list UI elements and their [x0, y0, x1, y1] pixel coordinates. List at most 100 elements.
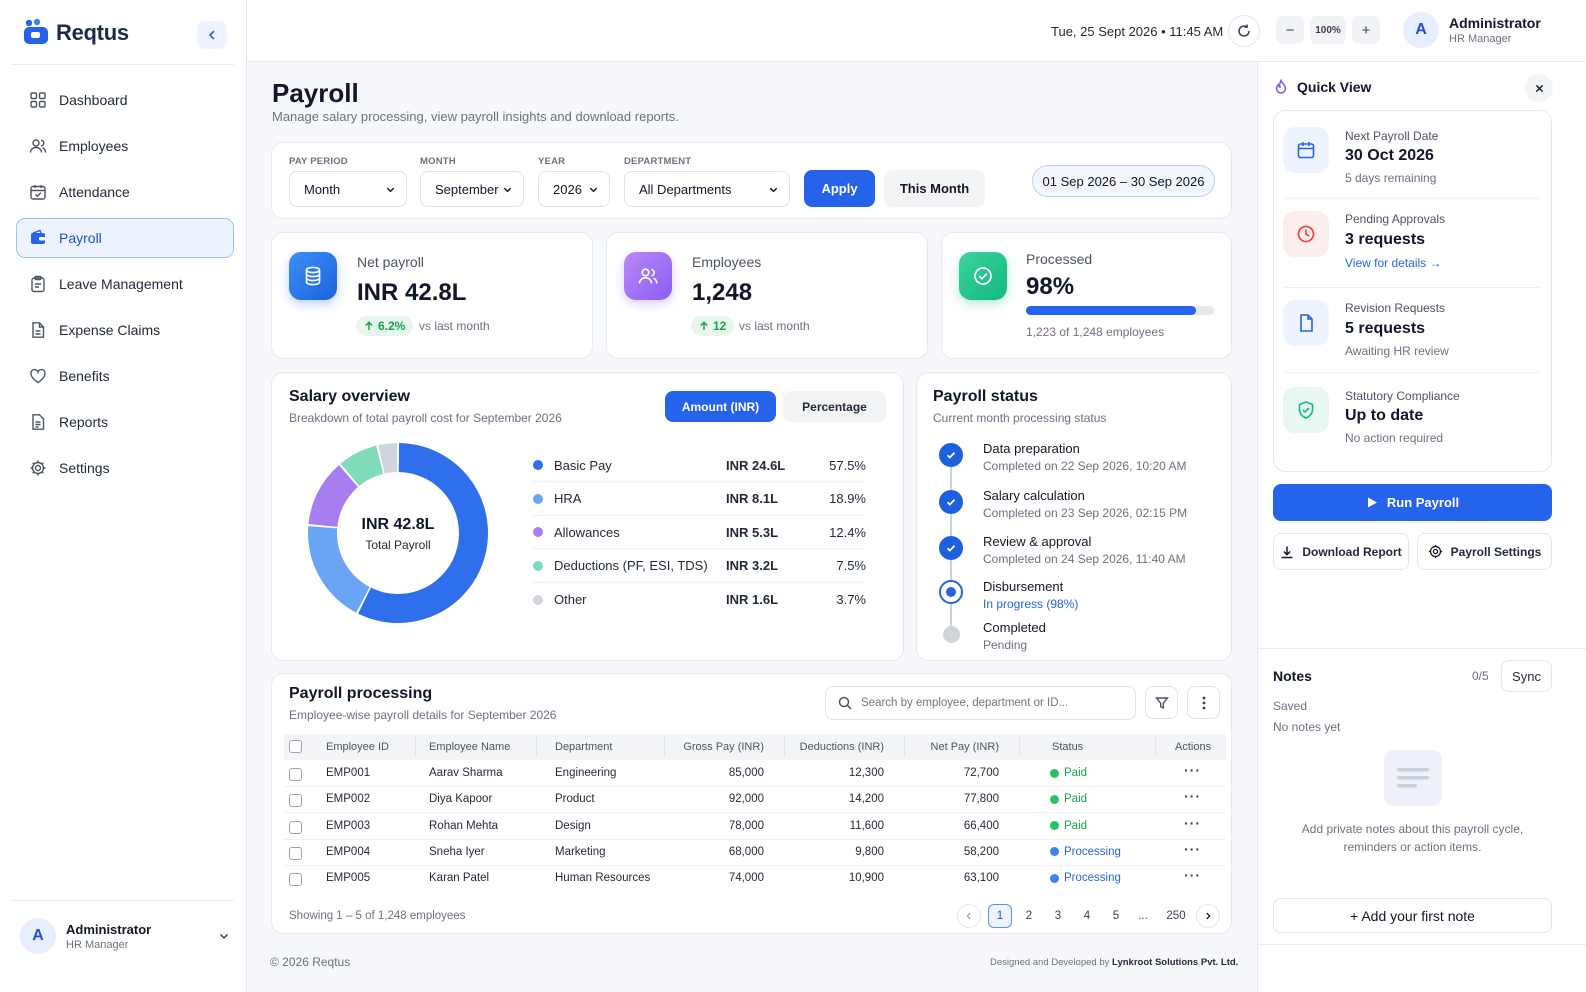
sidebar-item-settings[interactable]: Settings [16, 448, 234, 488]
status-label: Paid [1064, 767, 1088, 779]
amount-toggle-button[interactable]: Amount (INR) [665, 391, 776, 422]
top-user-menu[interactable]: A Administrator HR Manager [1403, 12, 1541, 48]
column-header: Actions [1175, 741, 1212, 753]
filter-button[interactable] [1145, 686, 1178, 719]
cell-employee-name[interactable]: Rohan Mehta [429, 819, 499, 832]
row-actions-button[interactable]: ··· [1184, 840, 1201, 857]
year-select[interactable]: 2026 [538, 171, 610, 207]
column-header[interactable]: Employee ID [326, 741, 389, 753]
column-header[interactable]: Department [555, 741, 613, 753]
cell-employee-name[interactable]: Aarav Sharma [429, 767, 503, 779]
donut-slice-deductions[interactable] [340, 445, 384, 487]
prev-page-button[interactable] [957, 904, 981, 928]
chevron-down-icon [386, 187, 395, 192]
row-actions-button[interactable]: ··· [1184, 788, 1201, 805]
chevron-down-icon [503, 187, 512, 192]
sidebar-user-menu[interactable]: A Administrator HR Manager [20, 916, 230, 956]
donut-slice-basic[interactable] [358, 443, 488, 623]
search-input[interactable] [861, 697, 1121, 709]
sidebar-item-expense-claims[interactable]: Expense Claims [16, 310, 234, 350]
column-header[interactable]: Gross Pay (INR) [683, 741, 764, 753]
column-header[interactable]: Status [1052, 741, 1084, 753]
cell-employee-name[interactable]: Sneha Iyer [429, 845, 485, 858]
page-subtitle: Manage salary processing, view payroll i… [272, 109, 679, 124]
donut-slice-hra[interactable] [308, 526, 370, 613]
page-button[interactable]: 4 [1083, 910, 1091, 922]
row-checkbox[interactable] [289, 846, 302, 860]
run-payroll-button[interactable]: Run Payroll [1273, 484, 1552, 521]
credit-company[interactable]: Lynkroot Solutions Pvt. Ltd. [1112, 957, 1239, 968]
sidebar-item-label: Attendance [59, 184, 130, 200]
column-header[interactable]: Deductions (INR) [799, 741, 884, 753]
more-options-button[interactable] [1187, 686, 1220, 719]
department-select[interactable]: All Departments [624, 171, 790, 207]
table-search [825, 686, 1136, 720]
select-value: September [435, 181, 499, 197]
page-button[interactable]: 250 [1166, 910, 1186, 922]
payroll-status-subtitle: Current month processing status [933, 411, 1107, 425]
collapse-sidebar-button[interactable] [197, 21, 227, 49]
page-button[interactable]: 5 [1112, 910, 1120, 922]
sync-notes-button[interactable]: Sync [1501, 660, 1552, 692]
row-divider [284, 786, 1226, 787]
page-button[interactable]: 2 [1025, 910, 1033, 922]
month-select[interactable]: September [420, 171, 524, 207]
column-header[interactable]: Employee Name [429, 741, 511, 753]
date-range-pill[interactable]: 01 Sep 2026 – 30 Sep 2026 [1032, 165, 1215, 197]
app-logo[interactable]: Reqtus [22, 18, 129, 48]
cell-deductions: 12,300 [848, 767, 884, 779]
add-note-button[interactable]: + Add your first note [1273, 898, 1552, 933]
chevron-left-icon [208, 30, 215, 40]
next-page-button[interactable] [1196, 904, 1220, 928]
column-header[interactable]: Net Pay (INR) [930, 741, 999, 753]
page-button[interactable]: 3 [1054, 910, 1062, 922]
zoom-out-button[interactable]: − [1276, 16, 1304, 44]
cell-gross-pay: 85,000 [728, 767, 764, 779]
view-details-link[interactable]: View for details → [1345, 256, 1442, 270]
row-actions-button[interactable]: ··· [1184, 762, 1201, 778]
legend-amount: INR 5.3L [726, 524, 779, 540]
column-divider [1155, 737, 1156, 757]
page-button[interactable]: 1 [988, 904, 1012, 928]
row-checkbox[interactable] [289, 768, 302, 781]
row-divider [284, 838, 1226, 840]
step-subtitle: In progress (98%) [983, 597, 1079, 611]
legend-row: HRA INR 8.1L 18.9% [533, 483, 866, 516]
this-month-button[interactable]: This Month [884, 170, 985, 207]
sidebar-item-leave-management[interactable]: Leave Management [16, 264, 234, 304]
sidebar-item-attendance[interactable]: Attendance [16, 172, 234, 212]
row-checkbox[interactable] [289, 873, 302, 887]
run-payroll-label: Run Payroll [1386, 495, 1460, 510]
sidebar-item-employees[interactable]: Employees [16, 126, 234, 166]
sidebar-item-dashboard[interactable]: Dashboard [16, 80, 234, 120]
donut-slice-allowances[interactable] [308, 465, 358, 527]
column-divider [415, 737, 416, 757]
sidebar-item-payroll[interactable]: Payroll [16, 218, 234, 258]
sidebar-item-benefits[interactable]: Benefits [16, 356, 234, 396]
row-actions-button[interactable]: ··· [1184, 867, 1201, 884]
payroll-settings-button[interactable]: Payroll Settings [1417, 533, 1552, 570]
download-report-button[interactable]: Download Report [1273, 533, 1409, 570]
percentage-toggle-button[interactable]: Percentage [783, 391, 886, 422]
cell-employee-name[interactable]: Karan Patel [429, 872, 490, 885]
zoom-in-button[interactable]: + [1352, 16, 1380, 44]
search-icon [838, 696, 852, 710]
cell-employee-name[interactable]: Diya Kapoor [429, 793, 493, 806]
donut-slice-other[interactable] [378, 443, 398, 474]
sidebar-item-reports[interactable]: Reports [16, 402, 234, 442]
refresh-button[interactable] [1228, 15, 1260, 47]
step-subtitle: Completed on 23 Sep 2026, 02:15 PM [983, 506, 1188, 520]
close-panel-button[interactable] [1525, 74, 1553, 102]
apply-button[interactable]: Apply [804, 170, 875, 207]
paid-status-icon [1050, 768, 1059, 778]
row-checkbox[interactable] [289, 794, 302, 808]
select-all-checkbox[interactable] [289, 740, 302, 753]
zoom-control: − 100% + [1276, 16, 1380, 44]
revision-requests-label: Revision Requests [1345, 301, 1446, 315]
avatar: A [1403, 12, 1439, 48]
row-actions-button[interactable]: ··· [1184, 814, 1201, 831]
pay-period-select[interactable]: Month [289, 171, 407, 207]
page-title: Payroll [272, 78, 359, 108]
notes-count: 0/5 [1472, 669, 1489, 683]
row-checkbox[interactable] [289, 820, 302, 834]
